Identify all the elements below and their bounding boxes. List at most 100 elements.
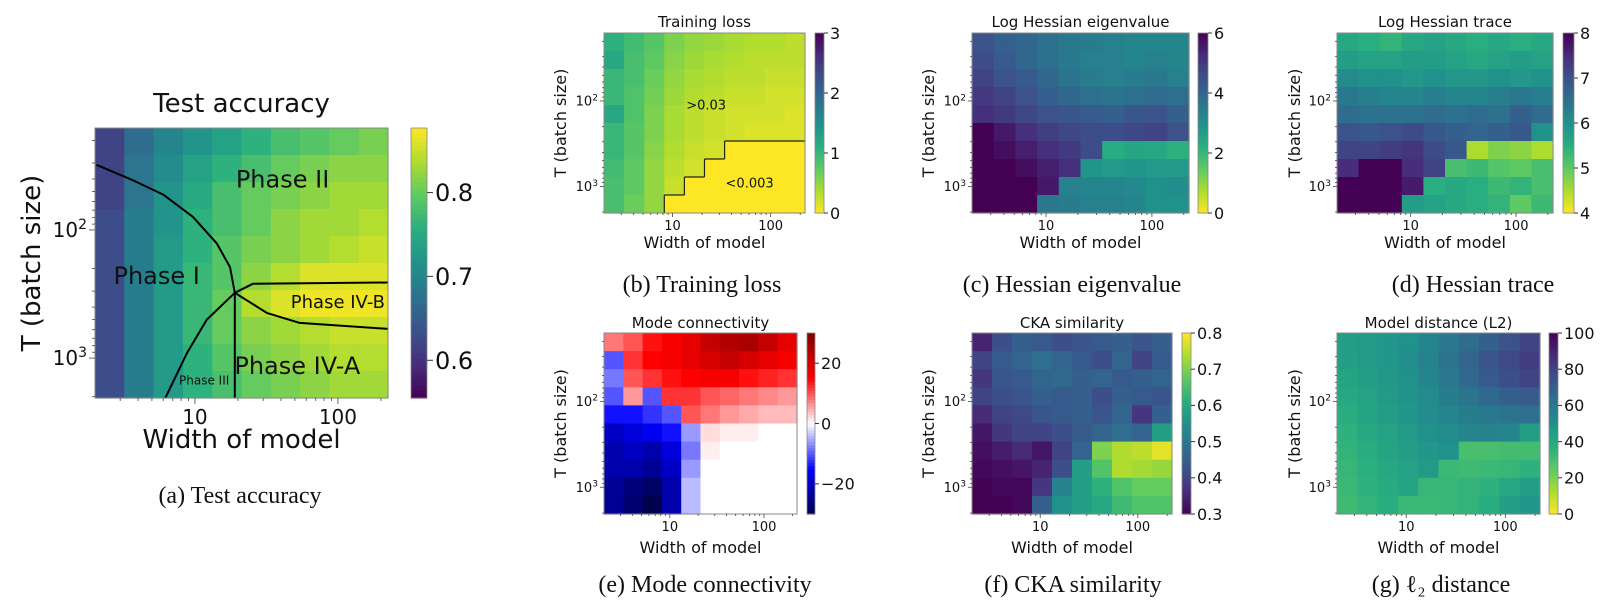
- heatmap-cell: [624, 195, 645, 214]
- heatmap-cell: [1479, 405, 1500, 425]
- colorbar-segment: [411, 128, 427, 134]
- heatmap-cell: [241, 317, 272, 345]
- heatmap-cell: [1152, 423, 1173, 443]
- heatmap-cell: [1358, 177, 1381, 196]
- phase-boundary-line: [96, 163, 236, 398]
- heatmap-cell: [1531, 141, 1554, 160]
- heatmap-cell: [1380, 123, 1403, 142]
- colorbar-tick-label: 40: [1564, 432, 1584, 451]
- colorbar-segment: [1549, 510, 1558, 515]
- colorbar-segment: [1198, 132, 1208, 136]
- heatmap-cell: [1123, 69, 1147, 88]
- chart-title: Training loss: [657, 13, 751, 31]
- heatmap-cell: [95, 344, 125, 372]
- colorbar-segment: [411, 276, 427, 282]
- heatmap-cell: [993, 177, 1016, 196]
- heatmap-cell: [95, 209, 125, 237]
- heatmap-cell: [1358, 69, 1381, 88]
- colorbar-segment: [807, 405, 815, 410]
- colorbar-segment: [1549, 504, 1558, 509]
- heatmap-cell: [124, 290, 155, 318]
- heatmap-cell: [1377, 369, 1399, 388]
- colorbar-segment: [815, 186, 824, 190]
- heatmap-cell: [758, 441, 779, 461]
- colorbar-segment: [1563, 165, 1574, 169]
- colorbar-segment: [1182, 450, 1191, 455]
- heatmap-cell: [1509, 195, 1532, 214]
- colorbar-segment: [1563, 93, 1574, 97]
- colorbar-tick-label: 0.6: [1197, 396, 1222, 415]
- colorbar-tick-label: 8: [1580, 24, 1590, 43]
- heatmap-cell: [664, 105, 685, 124]
- heatmap-cell: [777, 477, 798, 497]
- heatmap-cell: [1357, 423, 1379, 443]
- colorbar-segment: [815, 204, 824, 208]
- colorbar-segment: [1549, 453, 1558, 458]
- heatmap-cell: [1357, 477, 1379, 497]
- heatmap-cells: [1337, 333, 1541, 515]
- colorbar-segment: [411, 182, 427, 188]
- colorbar-segment: [1549, 420, 1558, 425]
- colorbar-segment: [1563, 129, 1574, 133]
- heatmap-cell: [1123, 105, 1147, 124]
- colorbar-segment: [815, 90, 824, 94]
- heatmap-cell: [182, 236, 213, 264]
- y-tick-base: 10: [576, 180, 593, 195]
- heatmap-cell: [644, 159, 665, 178]
- y-tick-base: 10: [576, 95, 593, 110]
- heatmap-cell: [993, 69, 1016, 88]
- colorbar-segment: [1182, 441, 1191, 446]
- heatmap-cell: [724, 123, 746, 142]
- phase-boundary-line: [234, 291, 389, 330]
- heatmap-cell: [744, 87, 766, 106]
- annotation-label: Phase III: [179, 374, 229, 388]
- heatmap-cell: [784, 177, 806, 196]
- heatmap-cell: [1380, 141, 1403, 160]
- minor-ticks: [600, 340, 793, 518]
- heatmap-cell: [644, 177, 665, 196]
- colorbar-segment: [807, 387, 815, 391]
- heatmap-cell: [300, 344, 330, 372]
- heatmap-cell: [700, 387, 721, 406]
- colorbar-segment: [1549, 375, 1558, 379]
- colorbar-segment: [411, 339, 427, 345]
- minor-ticks: [1333, 40, 1549, 217]
- heatmap-cell: [700, 441, 721, 461]
- x-axis-label: Width of model: [1378, 538, 1500, 557]
- heatmap-cell: [358, 209, 389, 237]
- heatmap-cell: [1102, 87, 1125, 106]
- colorbar-segment: [807, 456, 815, 461]
- colorbar-segment: [807, 396, 815, 400]
- subfigure-caption: (d) Hessian trace: [1392, 272, 1555, 298]
- heatmap-cell: [1519, 369, 1541, 388]
- heatmap-cell: [1102, 177, 1125, 196]
- colorbar-segment: [807, 357, 815, 361]
- heatmap-cell: [1466, 105, 1489, 124]
- colorbar-segment: [411, 204, 427, 210]
- colorbar-segment: [1563, 171, 1574, 175]
- colorbar-segment: [807, 351, 815, 355]
- heatmap-cell: [241, 344, 272, 372]
- colorbar-segment: [411, 303, 427, 309]
- heatmap-cell: [664, 177, 685, 196]
- heatmap-cell: [764, 195, 786, 214]
- heatmap-cell: [1519, 333, 1541, 352]
- heatmap-cell: [1337, 405, 1358, 425]
- colorbar-segment: [1198, 81, 1208, 85]
- colorbar-segment: [411, 236, 427, 242]
- heatmap-cell: [212, 155, 243, 183]
- heatmap-cell: [1123, 177, 1147, 196]
- heatmap-cell: [1499, 441, 1521, 461]
- colorbar-tick-label: 2: [830, 84, 840, 103]
- colorbar-segment: [1549, 450, 1558, 455]
- heatmap-cell: [739, 405, 759, 425]
- colorbar-segment: [411, 132, 427, 138]
- heatmap-cell: [684, 141, 706, 160]
- y-tick-exponent: 3: [592, 480, 598, 490]
- heatmap-cell: [1058, 51, 1082, 70]
- heatmap-cell: [992, 459, 1013, 479]
- heatmap-cell: [1377, 405, 1399, 425]
- colorbar-segment: [1563, 102, 1574, 106]
- heatmap-cell: [1357, 495, 1379, 515]
